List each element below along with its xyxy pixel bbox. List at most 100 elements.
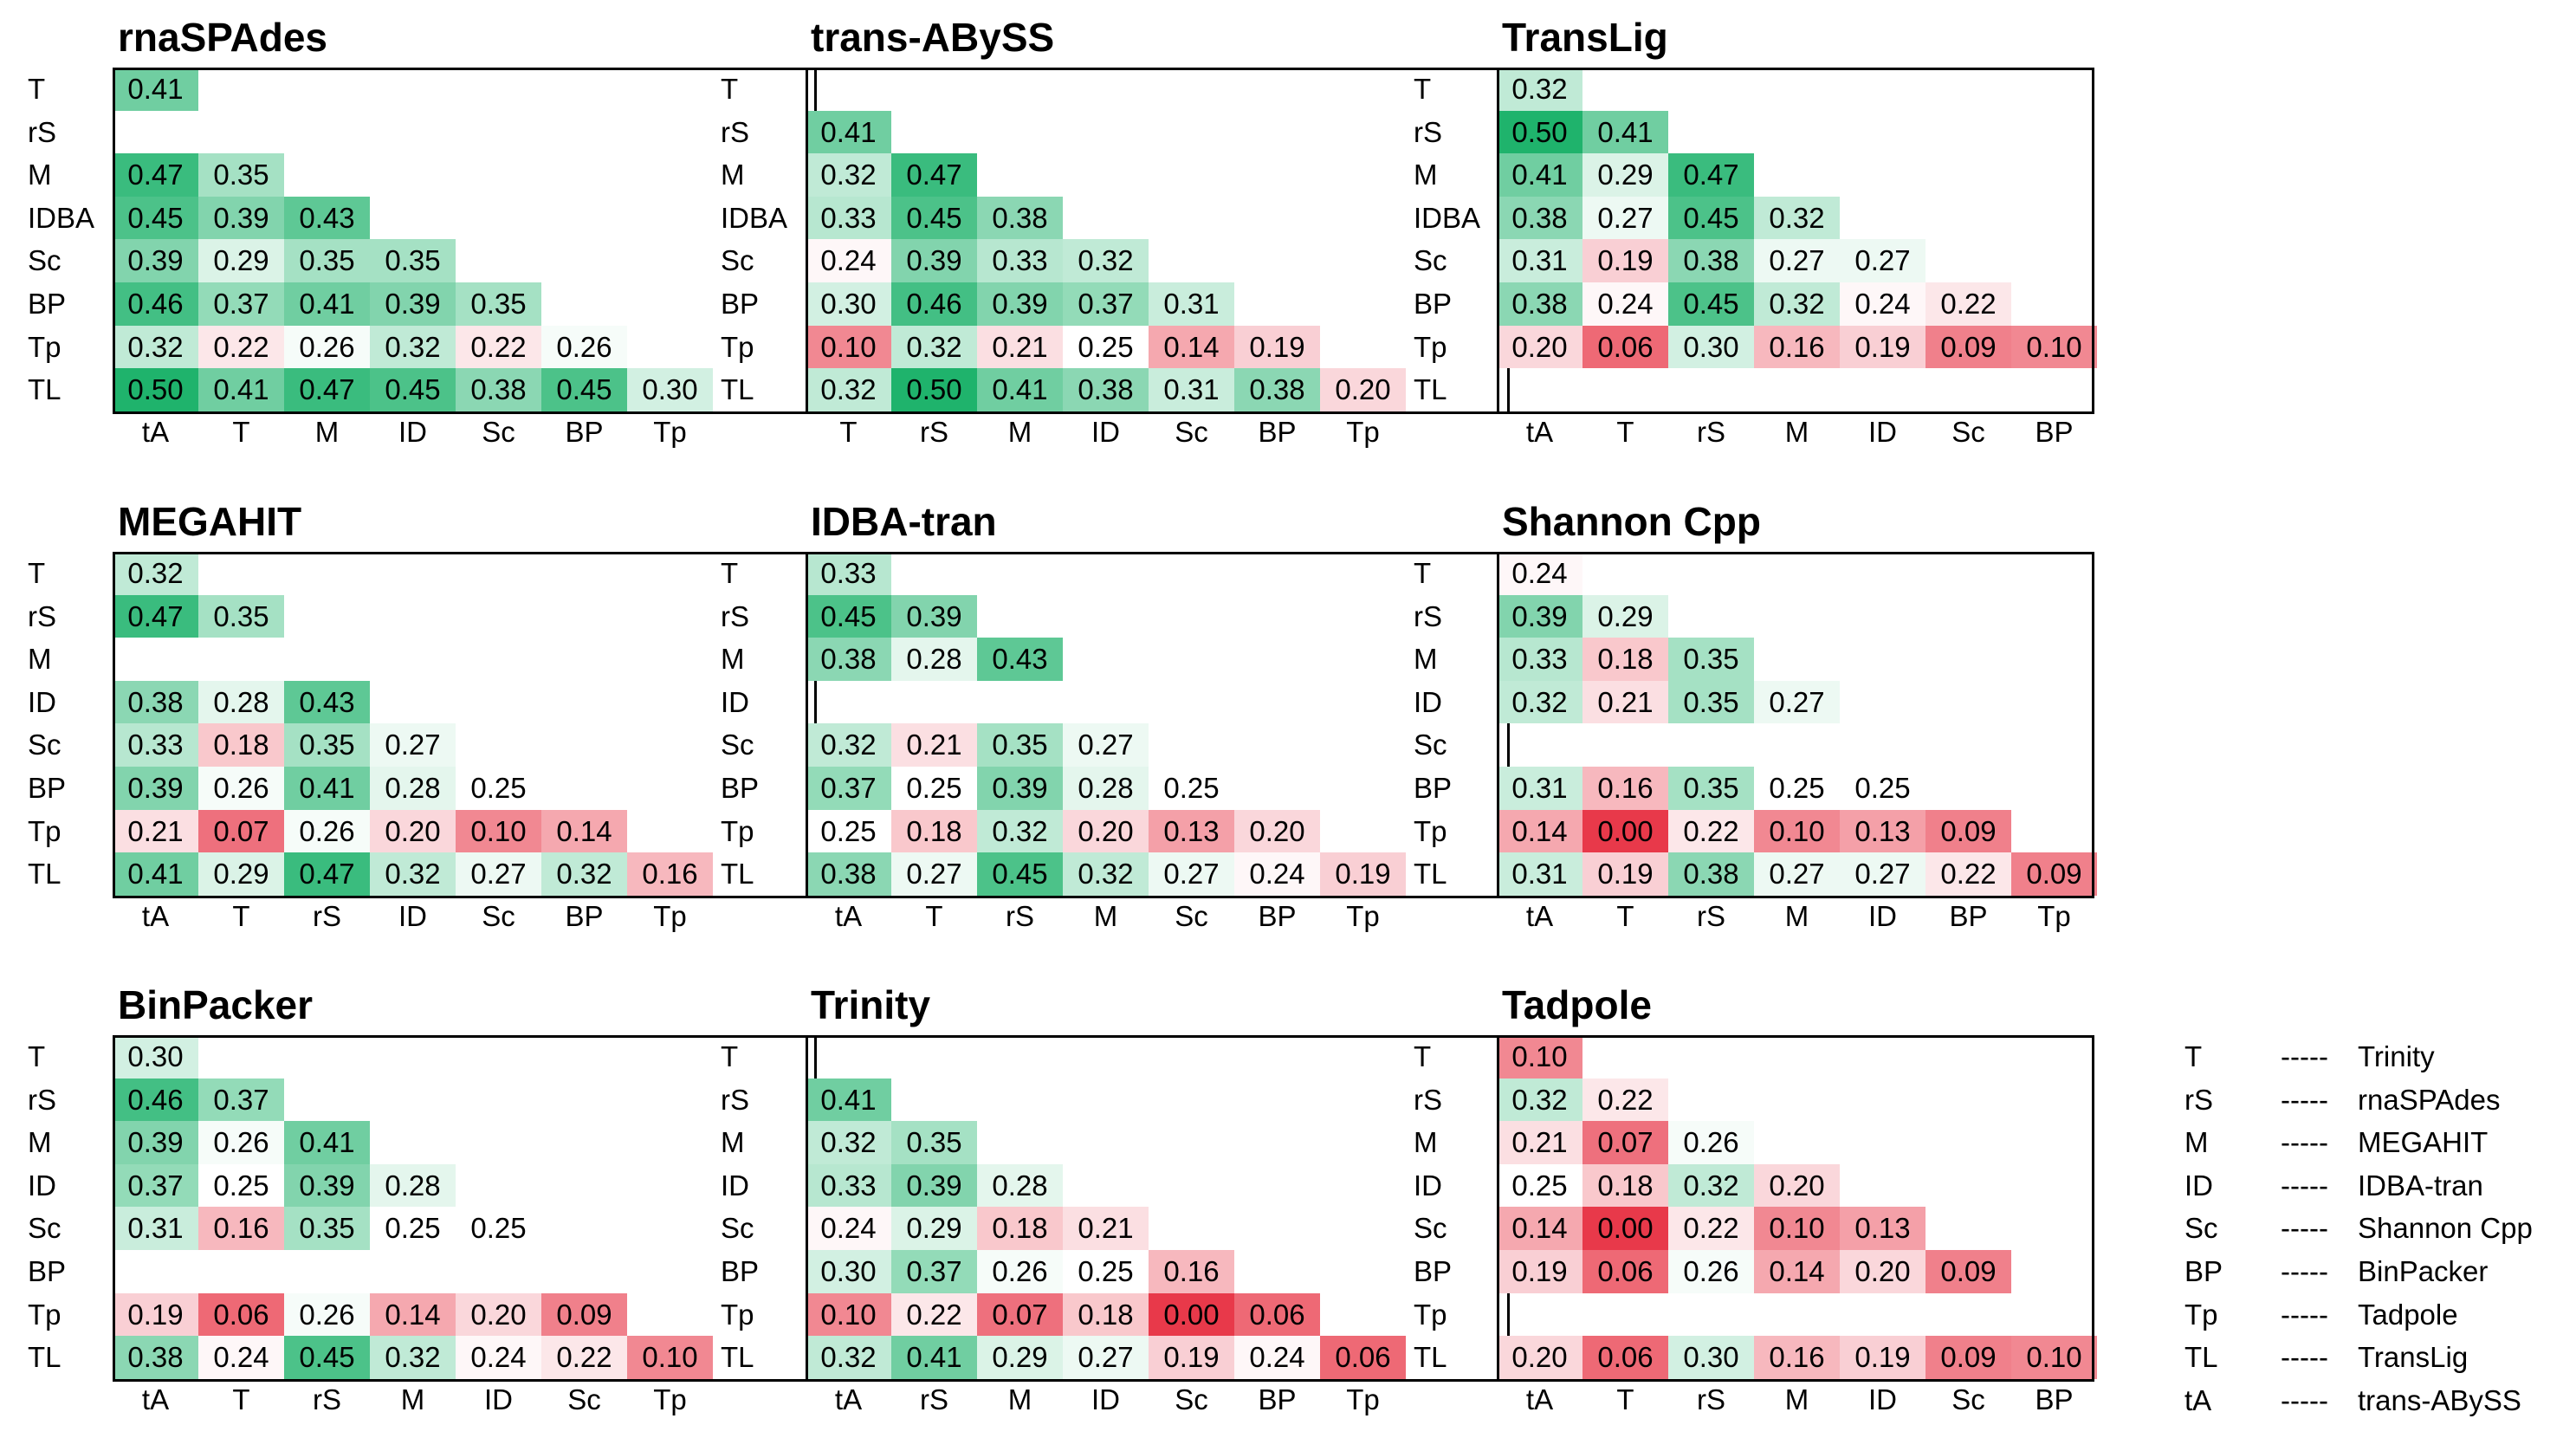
heatmap-cell: 0.18 — [1582, 638, 1668, 681]
heatmap-cell: 0.47 — [1668, 153, 1754, 197]
row-label: M — [721, 159, 745, 191]
heatmap-cell: 0.47 — [113, 594, 198, 638]
legend-name: Trinity — [2358, 1040, 2435, 1072]
heatmap-cell: 0.35 — [284, 239, 370, 282]
col-label: T — [232, 1383, 250, 1415]
legend-separator: ----- — [2281, 1383, 2328, 1416]
heatmap-cell: 0.24 — [456, 1336, 541, 1379]
heatmap-cell: 0.06 — [1582, 1250, 1668, 1293]
heatmap-cell: 0.32 — [806, 1336, 891, 1379]
row-label: M — [721, 643, 745, 676]
heatmap-cell: 0.39 — [977, 767, 1063, 810]
heatmap-cell: 0.13 — [1840, 809, 1926, 853]
row-label: Tp — [28, 814, 61, 847]
col-label: ID — [1868, 899, 1897, 932]
heatmap-cell: 0.27 — [1840, 239, 1926, 282]
row-label: BP — [28, 772, 67, 804]
row-label: TL — [721, 1341, 754, 1374]
legend-name: BinPacker — [2358, 1255, 2489, 1287]
heatmap-cell: 0.46 — [113, 282, 198, 326]
heatmap-cell: 0.32 — [370, 325, 456, 369]
heatmap-cell: 0.14 — [541, 809, 627, 853]
heatmap-cell: 0.19 — [1149, 1336, 1234, 1379]
heatmap-cell: 0.50 — [891, 368, 977, 411]
heatmap-cell: 0.20 — [1320, 368, 1406, 411]
heatmap-cell: 0.50 — [1497, 110, 1582, 154]
heatmap-cell: 0.25 — [1149, 767, 1234, 810]
heatmap-cell: 0.26 — [198, 1121, 284, 1164]
heatmap-cell: 0.43 — [977, 638, 1063, 681]
panel-title: Tadpole — [1502, 982, 1652, 1027]
heatmap-cell: 0.41 — [977, 368, 1063, 411]
heatmap-cell: 0.41 — [806, 110, 891, 154]
heatmap-cell: 0.14 — [1497, 1207, 1582, 1250]
heatmap-cell: 0.24 — [806, 1207, 891, 1250]
heatmap-cell: 0.33 — [806, 552, 891, 595]
row-label: TL — [28, 858, 61, 891]
col-label: M — [1093, 899, 1118, 932]
heatmap-cell: 0.06 — [1582, 1336, 1668, 1379]
row-label: Sc — [28, 1212, 61, 1245]
col-label: Sc — [1175, 415, 1208, 448]
heatmap-cell: 0.38 — [1497, 282, 1582, 326]
row-label: Sc — [1414, 1212, 1447, 1245]
heatmap-cell: 0.39 — [113, 767, 198, 810]
col-label: BP — [565, 415, 604, 448]
row-label: T — [28, 73, 46, 105]
heatmap-cell: 0.33 — [113, 723, 198, 767]
heatmap-cell: 0.43 — [284, 196, 370, 240]
col-label: tA — [141, 899, 170, 932]
heatmap-cell: 0.27 — [1754, 239, 1840, 282]
heatmap-cell: 0.32 — [1497, 1078, 1582, 1122]
row-label: rS — [1414, 599, 1442, 632]
heatmap-cell: 0.39 — [113, 239, 198, 282]
col-label: tA — [1525, 415, 1554, 448]
row-label: Tp — [28, 1298, 61, 1331]
heatmap-cell: 0.37 — [198, 282, 284, 326]
col-label: rS — [313, 1383, 341, 1415]
row-label: ID — [721, 1169, 749, 1202]
col-label: tA — [141, 1383, 170, 1415]
heatmap-cell: 0.39 — [1497, 594, 1582, 638]
heatmap-cell: 0.18 — [1582, 1163, 1668, 1208]
legend-abbr: rS — [2184, 1083, 2213, 1116]
heatmap-cell: 0.27 — [1754, 680, 1840, 724]
col-label: rS — [1697, 415, 1725, 448]
heatmap-cell: 0.38 — [456, 368, 541, 411]
legend-name: MEGAHIT — [2358, 1126, 2489, 1159]
col-label: T — [1616, 899, 1634, 932]
heatmap-cell: 0.09 — [1926, 1336, 2011, 1379]
heatmap-cell: 0.18 — [977, 1207, 1063, 1250]
heatmap-cell: 0.21 — [977, 325, 1063, 369]
heatmap-cell: 0.24 — [198, 1336, 284, 1379]
heatmap-cell: 0.20 — [1840, 1250, 1926, 1293]
heatmap-cell: 0.39 — [198, 196, 284, 240]
heatmap-cell: 0.27 — [1754, 852, 1840, 896]
heatmap-cell: 0.35 — [284, 723, 370, 767]
row-label: T — [28, 557, 46, 589]
heatmap-cell: 0.32 — [806, 723, 891, 767]
heatmap-cell: 0.27 — [1063, 1336, 1149, 1379]
heatmap-cell: 0.35 — [1668, 638, 1754, 681]
heatmap-cell: 0.25 — [1754, 767, 1840, 810]
col-label: T — [1616, 1383, 1634, 1415]
heatmap-cell: 0.22 — [1668, 809, 1754, 853]
heatmap-cell: 0.35 — [284, 1207, 370, 1250]
col-label: rS — [920, 1383, 948, 1415]
heatmap-cell: 0.45 — [370, 368, 456, 411]
heatmap-cell: 0.39 — [891, 239, 977, 282]
heatmap-cell: 0.24 — [806, 239, 891, 282]
heatmap-cell: 0.39 — [284, 1163, 370, 1208]
heatmap-cell: 0.38 — [113, 1336, 198, 1379]
row-label: IDBA — [721, 201, 788, 234]
heatmap-cell: 0.25 — [1840, 767, 1926, 810]
col-label: Sc — [482, 415, 515, 448]
heatmap-cell: 0.41 — [284, 767, 370, 810]
legend-separator: ----- — [2281, 1169, 2328, 1202]
panel-title: Trinity — [811, 982, 931, 1027]
heatmap-cell: 0.29 — [977, 1336, 1063, 1379]
heatmap-cell: 0.27 — [1149, 852, 1234, 896]
heatmap-cell: 0.35 — [891, 1121, 977, 1164]
heatmap-cell: 0.07 — [1582, 1121, 1668, 1164]
heatmap-cell: 0.09 — [2011, 852, 2097, 896]
